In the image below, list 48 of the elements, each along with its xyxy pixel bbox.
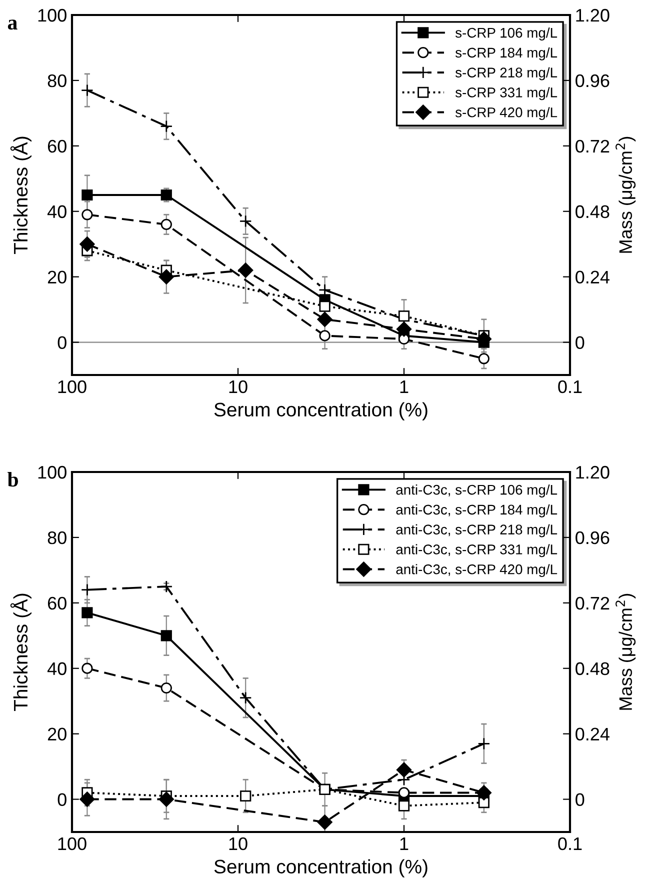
y-tick-label: 80 — [48, 531, 66, 544]
y-tick-label: 40 — [47, 662, 66, 676]
y-tick-label: 80 — [48, 74, 66, 88]
legend-label: s-CRP 218 mg/L — [455, 67, 558, 80]
y2-tick-label: 0.72 — [576, 596, 610, 610]
y-tick-label: 20 — [48, 270, 66, 284]
y2-tick-label: 0.24 — [576, 270, 610, 284]
legend-label: s-CRP 106 mg/L — [455, 28, 558, 40]
y2-tick-label: 0.48 — [576, 662, 610, 676]
legend-label: s-CRP 331 mg/L — [455, 87, 558, 100]
y2-axis-title: Mass (μg/cm$^{2}$) — [616, 594, 636, 710]
x-tick-label: 1 — [400, 838, 408, 850]
x-tick-label: 10 — [229, 837, 248, 850]
y2-tick-label: 0.48 — [576, 205, 610, 218]
y2-axis-title: Mass (μg/cm$^{2}$) — [616, 136, 636, 253]
x-axis-title: Serum concentration (%) — [214, 859, 428, 878]
y2-tick-label: 0.72 — [576, 140, 610, 153]
y-tick-label: 60 — [48, 596, 66, 610]
y-tick-label: 40 — [47, 205, 66, 218]
legend-label: anti-C3c, s-CRP 331 mg/L — [396, 544, 558, 558]
chart-title: a — [8, 20, 18, 30]
x-tick-label: 0.1 — [558, 380, 582, 394]
y2-tick-label: 0.96 — [576, 531, 610, 544]
legend-label: s-CRP 184 mg/L — [455, 47, 558, 60]
x-tick-label: 1 — [400, 380, 408, 393]
y-tick-label: 60 — [48, 140, 66, 153]
y-tick-label: 0 — [58, 336, 66, 349]
y2-tick-label: 0 — [576, 336, 584, 349]
legend-label: anti-C3c, s-CRP 218 mg/L — [396, 524, 558, 538]
y-axis-title: Thickness (Å) — [10, 594, 32, 711]
y2-tick-label: 0.96 — [576, 74, 610, 88]
y2-tick-label: 0 — [576, 793, 584, 806]
legend-label: anti-C3c, s-CRP 420 mg/L — [396, 564, 558, 578]
y-tick-label: 100 — [38, 8, 66, 22]
y2-tick-label: 0.24 — [576, 728, 610, 741]
y-tick-label: 20 — [48, 728, 66, 741]
x-axis-title: Serum concentration (%) — [214, 402, 428, 420]
x-tick-label: 0.1 — [558, 837, 582, 850]
y2-tick-label: 1.20 — [576, 8, 610, 22]
legend-label: anti-C3c, s-CRP 106 mg/L — [396, 484, 558, 498]
y-tick-label: 100 — [38, 466, 66, 479]
legend-label: anti-C3c, s-CRP 184 mg/L — [396, 504, 558, 518]
legend-label: s-CRP 420 mg/L — [455, 107, 558, 120]
x-tick-label: 10 — [229, 380, 248, 394]
y-axis-title: Thickness (Å) — [10, 136, 32, 254]
chart-title: b — [8, 472, 18, 487]
y-tick-label: 0 — [58, 793, 66, 806]
y2-tick-label: 1.20 — [576, 466, 610, 479]
